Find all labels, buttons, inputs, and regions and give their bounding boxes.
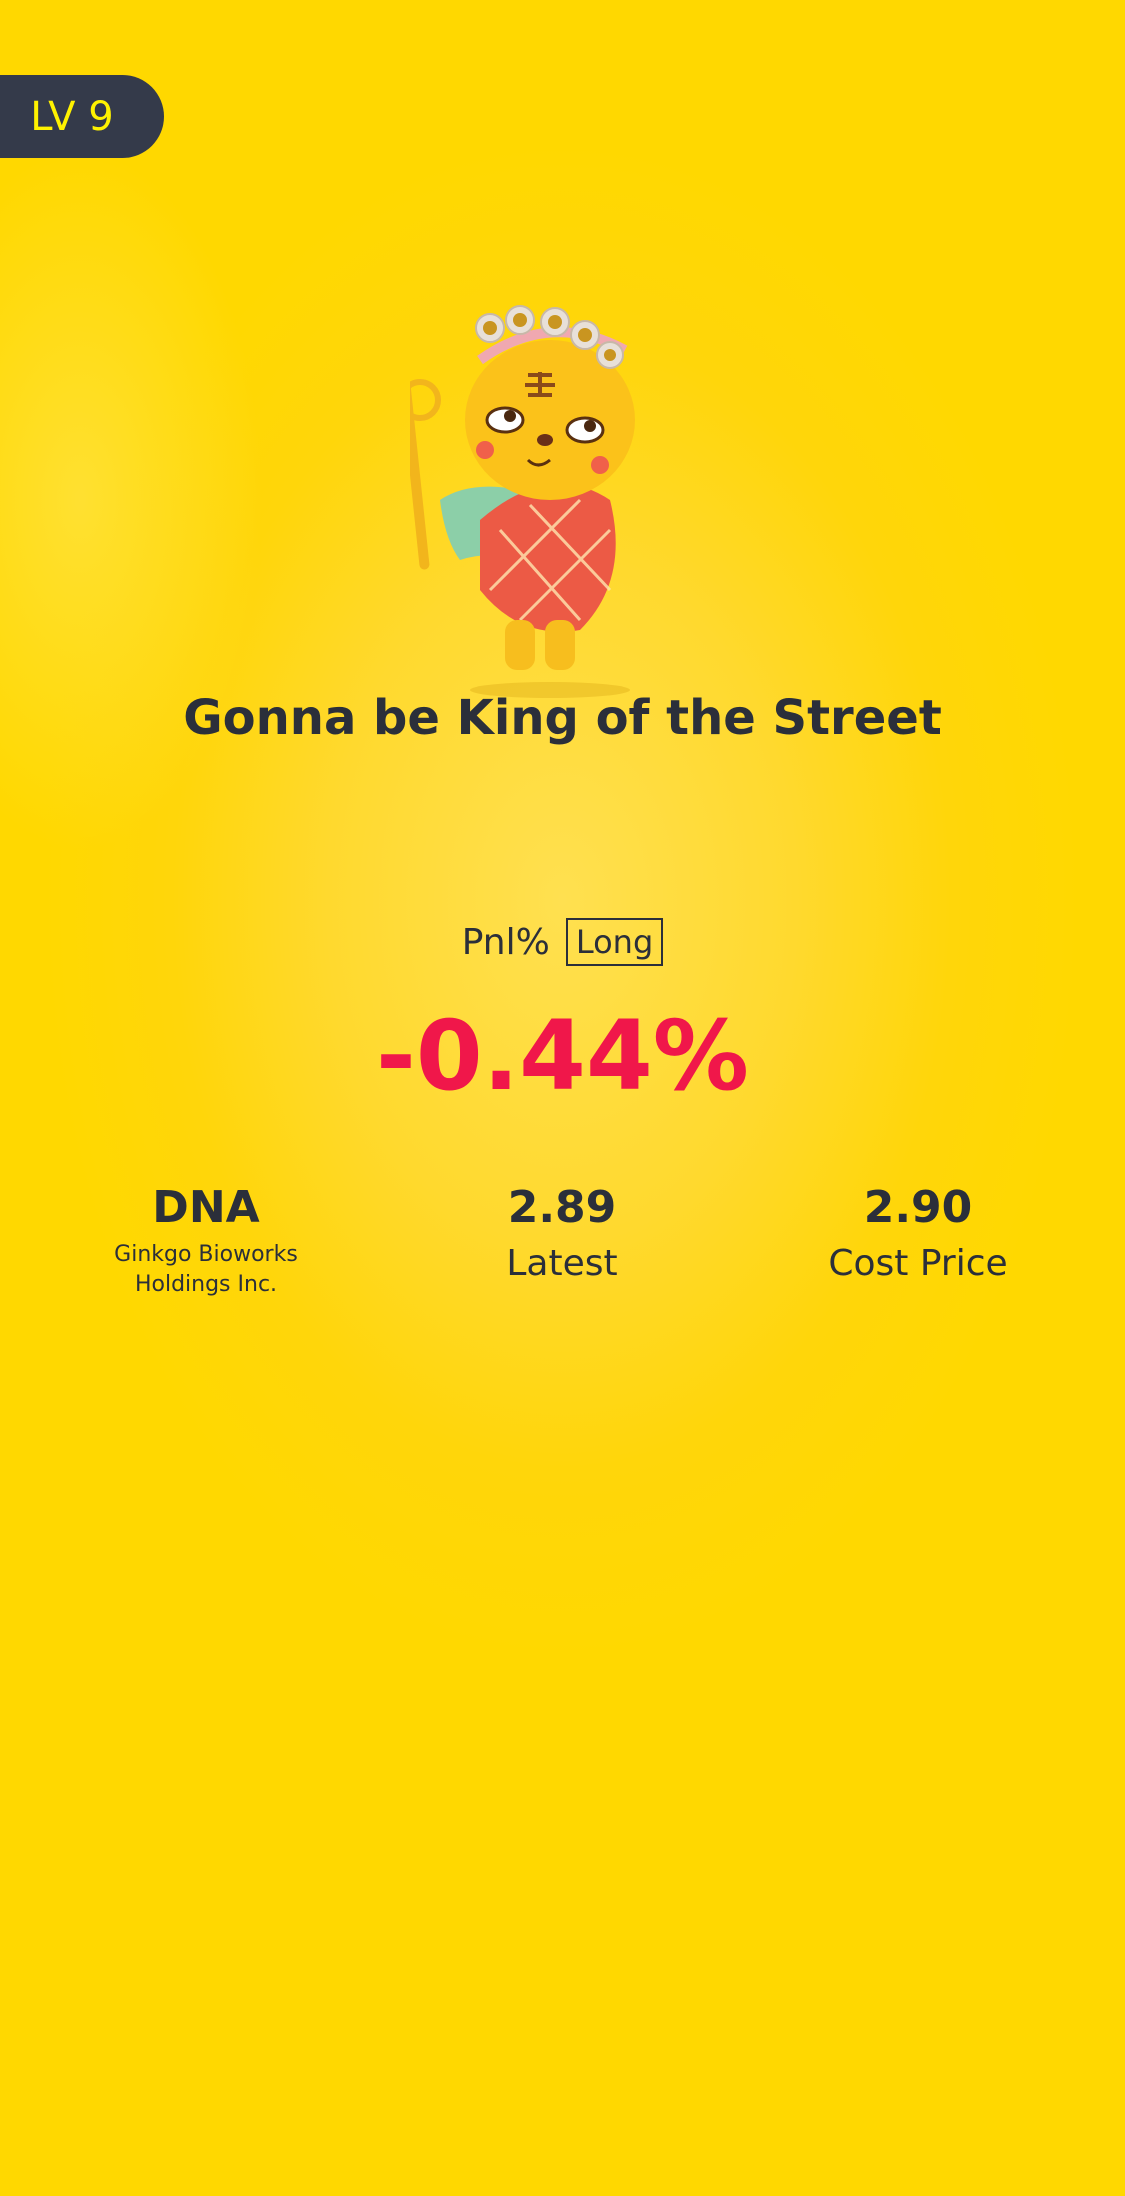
- cost-price: 2.90 Cost Price: [738, 1180, 1098, 1292]
- level-badge: LV 9: [0, 75, 164, 158]
- cost-price-value: 2.90: [863, 1182, 973, 1233]
- rank-title: Gonna be King of the Street: [183, 690, 942, 746]
- pnl-header: Pnl% Long: [0, 918, 1125, 966]
- level-text: LV 9: [30, 93, 114, 140]
- stock-info: DNA Ginkgo Bioworks Holdings Inc.: [26, 1180, 386, 1300]
- pnl-label: Pnl%: [461, 921, 550, 963]
- tiger-mascot-illustration: [410, 305, 635, 698]
- stock-name-line2: Holdings Inc.: [134, 1272, 278, 1297]
- pnl-percentage: -0.44%: [376, 1000, 749, 1112]
- cost-price-label: Cost Price: [828, 1243, 1008, 1284]
- latest-price-label: Latest: [506, 1243, 618, 1284]
- stock-name-line1: Ginkgo Bioworks: [114, 1242, 298, 1267]
- position-direction-tag: Long: [565, 918, 664, 966]
- latest-price: 2.89 Latest: [382, 1180, 742, 1292]
- latest-price-value: 2.89: [507, 1182, 617, 1233]
- stock-symbol: DNA: [152, 1182, 260, 1233]
